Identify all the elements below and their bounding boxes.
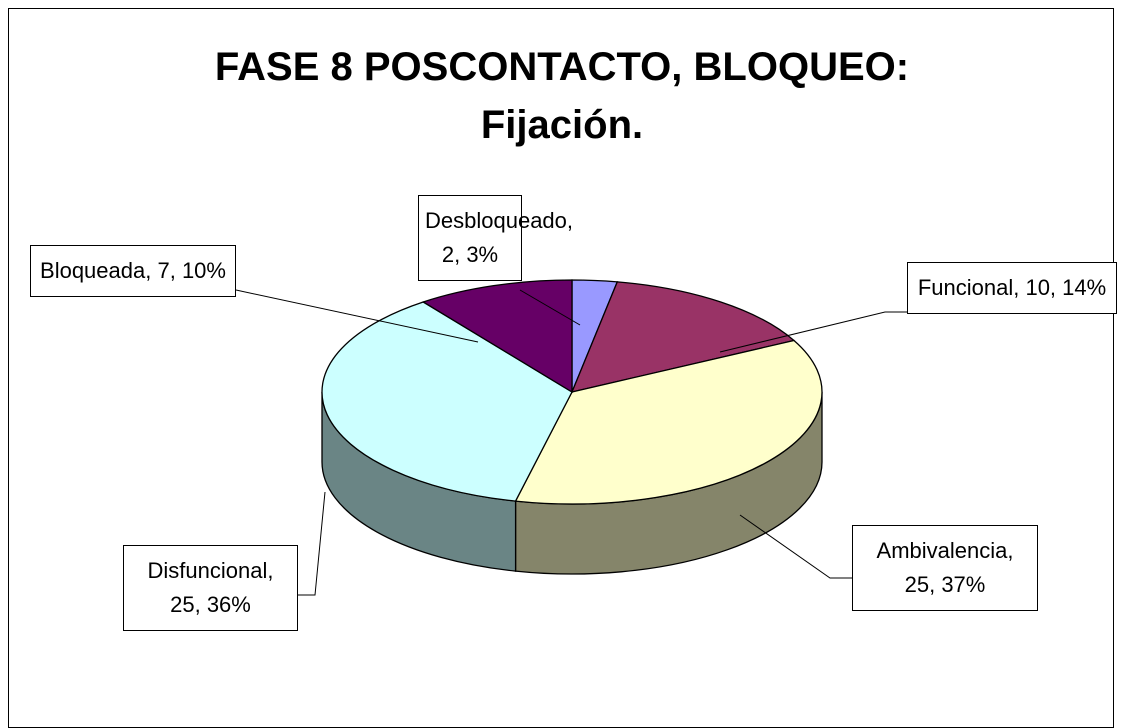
data-label: Ambivalencia 25, 37%	[852, 525, 1038, 611]
pie-slice	[570, 281, 796, 393]
label-category: Disfuncional	[148, 558, 274, 583]
leader-line	[719, 311, 907, 353]
label-value: 10, 14%	[1025, 275, 1107, 300]
leader-line	[519, 289, 581, 326]
data-label: Funcional 10, 14%	[907, 262, 1117, 314]
label-category: Bloqueada	[40, 258, 151, 283]
data-label: Disfuncional 25, 36%	[123, 545, 298, 631]
chart-title: FASE 8 POSCONTACTO, BLOQUEO: Fijación.	[214, 45, 910, 147]
data-label: Bloqueada 7, 10%	[30, 245, 236, 297]
label-category: Funcional	[918, 275, 1020, 300]
label-category: Ambivalencia	[877, 538, 1014, 563]
leader-line	[739, 514, 852, 579]
label-category: Desbloqueado	[425, 208, 573, 233]
label-value: 2, 3%	[441, 242, 499, 267]
leader-line	[235, 289, 479, 343]
pie-slice	[321, 301, 573, 502]
label-value: 7, 10%	[157, 258, 226, 283]
label-value: 25, 36%	[170, 592, 251, 617]
label-value: 25, 37%	[904, 572, 986, 597]
pie-slice	[514, 339, 823, 505]
pie-slice	[421, 279, 573, 394]
data-label: Desbloqueado 2, 3%	[418, 195, 573, 281]
leader-line	[297, 491, 326, 596]
